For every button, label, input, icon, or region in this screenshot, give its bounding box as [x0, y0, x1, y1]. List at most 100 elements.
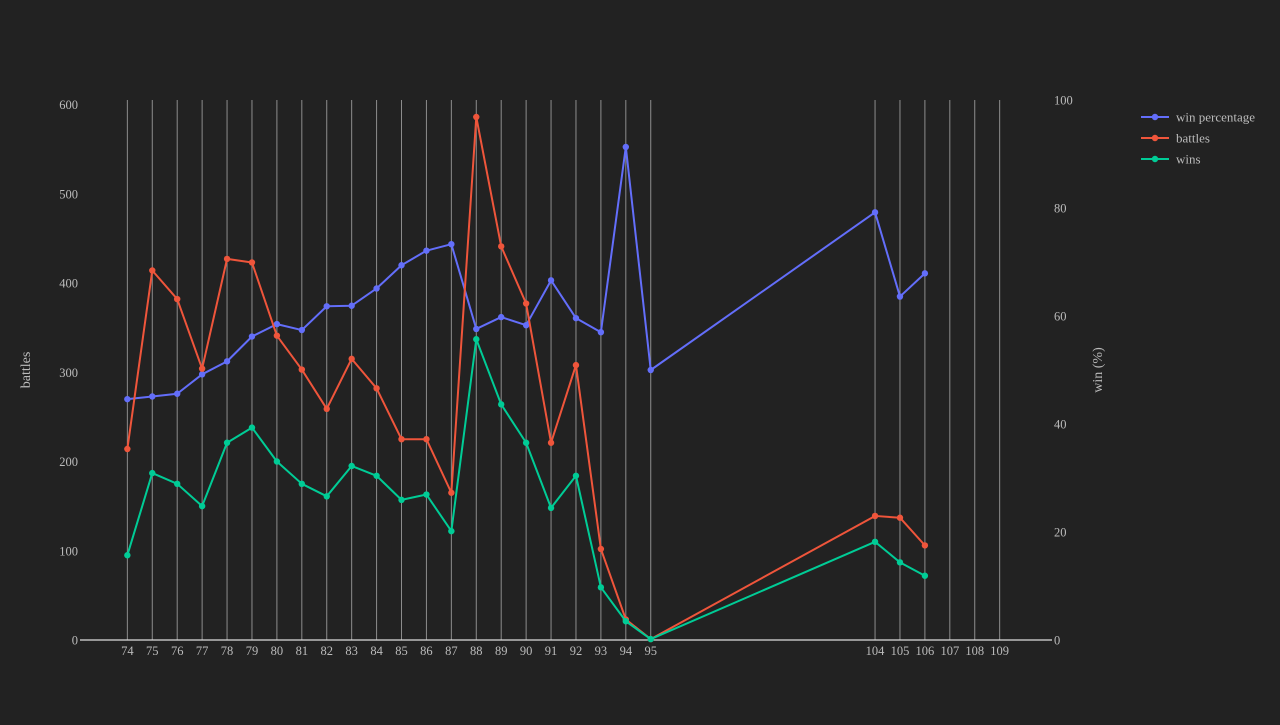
legend-label: battles	[1176, 131, 1210, 146]
data-point	[298, 326, 306, 334]
data-point	[373, 385, 380, 392]
x-tick-label: 77	[196, 644, 209, 658]
data-point	[572, 361, 580, 369]
data-point	[921, 572, 929, 579]
data-point	[921, 542, 929, 549]
data-point	[597, 329, 605, 336]
data-point	[223, 358, 231, 365]
x-tick-label: 82	[320, 644, 333, 658]
data-point	[522, 300, 530, 307]
y-tick-label: 200	[59, 455, 78, 469]
legend-marker	[1151, 155, 1159, 163]
y2-tick-label: 100	[1054, 94, 1073, 108]
x-tick-label: 76	[171, 644, 184, 658]
data-point	[373, 285, 380, 292]
data-point	[871, 209, 879, 216]
data-point	[174, 480, 181, 488]
data-point	[273, 320, 281, 328]
legend-marker	[1151, 113, 1159, 121]
y2-tick-label: 40	[1054, 418, 1067, 432]
data-point	[547, 439, 555, 446]
data-point	[896, 514, 904, 521]
data-point	[149, 393, 156, 400]
data-point	[223, 439, 231, 446]
x-tick-label: 78	[221, 644, 234, 658]
data-point	[423, 491, 430, 498]
x-tick-label: 86	[420, 644, 433, 658]
data-point	[622, 143, 630, 151]
data-point	[597, 545, 605, 553]
y-tick-label: 500	[59, 187, 78, 201]
data-point	[248, 333, 256, 340]
y2-tick-label: 20	[1054, 526, 1067, 540]
data-point	[423, 435, 430, 443]
data-point	[498, 313, 505, 321]
data-point	[323, 303, 330, 310]
data-point	[921, 270, 929, 277]
x-tick-label: 88	[470, 644, 483, 658]
data-point	[522, 321, 530, 329]
data-point	[622, 618, 630, 625]
data-point	[398, 496, 405, 504]
x-tick-label: 93	[595, 644, 608, 658]
x-tick-label: 83	[345, 644, 358, 658]
data-point	[871, 512, 879, 520]
y-tick-label: 600	[59, 98, 78, 112]
legend-item: win percentage	[1141, 110, 1255, 125]
y2-tick-label: 80	[1054, 202, 1067, 216]
data-point	[398, 262, 405, 269]
data-point	[223, 255, 231, 263]
y-tick-label: 400	[59, 277, 78, 291]
data-point	[124, 445, 131, 453]
data-point	[273, 332, 281, 339]
data-point	[423, 247, 430, 254]
data-point	[896, 293, 904, 300]
data-point	[149, 469, 156, 477]
data-point	[373, 472, 380, 479]
x-tick-label: 105	[891, 644, 910, 658]
x-tick-label: 104	[866, 644, 886, 658]
y2-tick-labels: 0 20 40 60 80 100	[1054, 94, 1073, 648]
data-point	[498, 401, 505, 408]
y2-axis-title: win (%)	[1091, 347, 1106, 393]
data-point	[174, 390, 181, 397]
x-tick-labels: 74 75 76 77 78 79 80 81 82 83 84 85 86 87 88 89 90 91 92 93…	[121, 644, 1009, 658]
x-tick-label: 94	[620, 644, 633, 658]
data-point	[124, 395, 131, 403]
data-point	[572, 314, 580, 322]
y-tick-labels: 0 100 200 300 400 500 600	[59, 98, 78, 648]
data-point	[323, 493, 330, 500]
data-point	[896, 559, 904, 566]
series-win-percentage	[124, 143, 929, 403]
x-tick-label: 75	[146, 644, 159, 658]
data-point	[871, 538, 879, 546]
x-tick-label: 85	[395, 644, 408, 658]
x-tick-label: 89	[495, 644, 508, 658]
x-tick-label: 106	[916, 644, 935, 658]
data-point	[448, 240, 455, 248]
data-point	[124, 552, 131, 559]
x-tick-label: 80	[271, 644, 284, 658]
data-point	[398, 435, 405, 443]
x-tick-label: 91	[545, 644, 558, 658]
data-point	[522, 439, 530, 446]
x-tick-label: 81	[296, 644, 309, 658]
x-gridlines	[126, 100, 1001, 640]
x-tick-label: 108	[965, 644, 984, 658]
data-point	[248, 424, 256, 431]
data-point	[348, 462, 355, 470]
x-tick-label: 109	[990, 644, 1009, 658]
x-tick-label: 95	[644, 644, 657, 658]
y-axis-title: battles	[19, 352, 34, 389]
legend: win percentage battles wins	[1141, 110, 1255, 167]
data-point	[498, 243, 505, 250]
y2-tick-label: 60	[1054, 310, 1067, 324]
y-tick-label: 100	[59, 544, 78, 558]
x-tick-label: 79	[246, 644, 259, 658]
data-point	[149, 267, 156, 274]
legend-item: battles	[1141, 131, 1210, 146]
data-point	[473, 336, 480, 343]
x-tick-label: 74	[121, 644, 134, 658]
series-wins	[124, 336, 929, 643]
